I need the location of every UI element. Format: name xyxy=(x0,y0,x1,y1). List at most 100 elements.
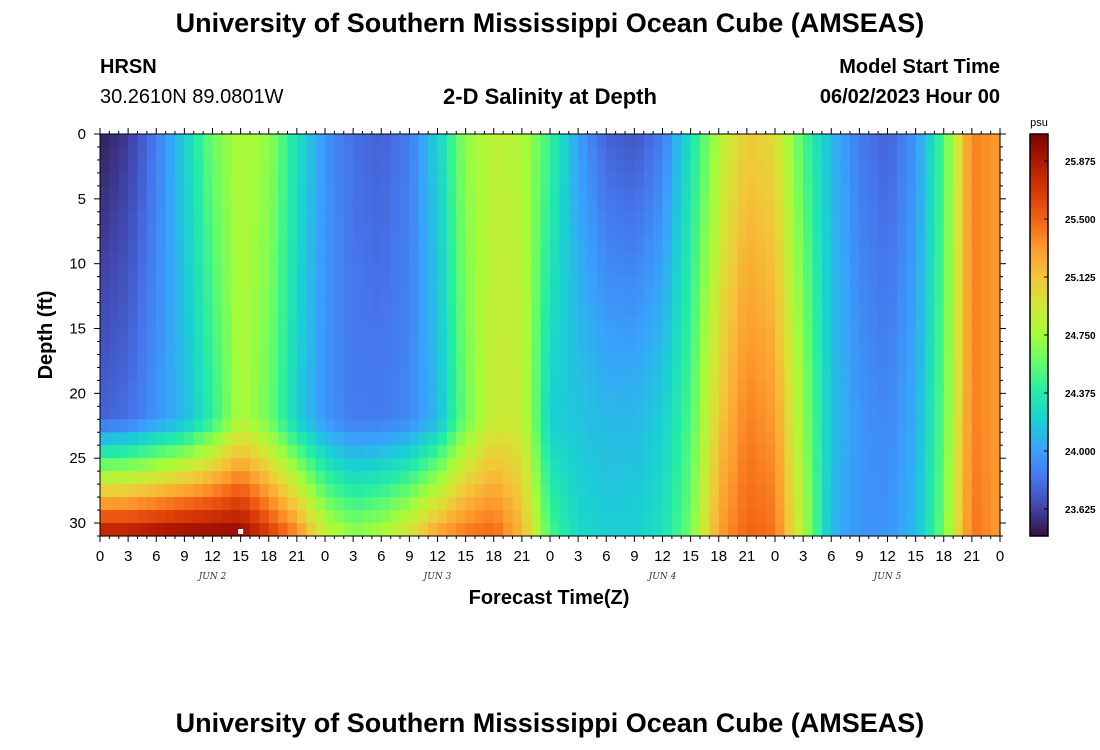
heatmap-cell xyxy=(371,458,382,472)
heatmap-cell xyxy=(690,445,701,459)
heatmap-cell xyxy=(362,497,373,511)
heatmap-cell xyxy=(934,159,945,174)
heatmap-cell xyxy=(306,328,317,343)
heatmap-cell xyxy=(718,380,729,394)
heatmap-cell xyxy=(193,497,204,511)
heatmap-cell xyxy=(606,172,617,187)
heatmap-cell xyxy=(784,380,795,394)
heatmap-cell xyxy=(325,134,335,148)
heatmap-cell xyxy=(850,406,860,420)
heatmap-cell xyxy=(428,419,439,433)
heatmap-cell xyxy=(325,458,335,472)
heatmap-cell xyxy=(212,419,223,433)
heatmap-cell xyxy=(671,432,682,446)
heatmap-cell xyxy=(971,250,982,265)
heatmap-cell xyxy=(334,523,345,537)
heatmap-cell xyxy=(437,445,448,459)
heatmap-cell xyxy=(231,134,242,148)
heatmap-cell xyxy=(390,211,401,226)
heatmap-cell xyxy=(868,523,879,537)
heatmap-cell xyxy=(503,134,514,148)
heatmap-cell xyxy=(221,419,232,433)
heatmap-cell xyxy=(681,250,692,265)
heatmap-cell xyxy=(953,432,964,446)
heatmap-cell xyxy=(746,302,757,317)
heatmap-cell xyxy=(325,289,335,304)
heatmap-cell xyxy=(962,328,973,343)
heatmap-cell xyxy=(334,341,345,356)
heatmap-cell xyxy=(343,393,354,407)
heatmap-cell xyxy=(915,250,926,265)
heatmap-cell xyxy=(118,432,129,446)
heatmap-cell xyxy=(803,302,814,317)
heatmap-cell xyxy=(700,146,710,161)
heatmap-cell xyxy=(315,419,326,433)
heatmap-cell xyxy=(690,497,701,511)
heatmap-cell xyxy=(259,367,270,381)
heatmap-cell xyxy=(296,367,307,381)
heatmap-cell xyxy=(221,445,232,459)
heatmap-cell xyxy=(231,159,242,174)
heatmap-cell xyxy=(334,432,345,446)
heatmap-cell xyxy=(156,134,167,148)
heatmap-cell xyxy=(437,237,448,252)
heatmap-cell xyxy=(287,458,298,472)
heatmap-cell xyxy=(315,263,326,278)
heatmap-cell xyxy=(831,432,842,446)
heatmap-cell xyxy=(943,406,954,420)
heatmap-cell xyxy=(146,406,157,420)
heatmap-cell xyxy=(400,224,410,239)
heatmap-cell xyxy=(859,393,870,407)
heatmap-cell xyxy=(690,263,701,278)
heatmap-cell xyxy=(625,367,635,381)
heatmap-cell xyxy=(831,497,842,511)
heatmap-cell xyxy=(118,445,129,459)
heatmap-cell xyxy=(718,341,729,356)
heatmap-cell xyxy=(109,134,120,148)
heatmap-cell xyxy=(118,185,129,200)
heatmap-cell xyxy=(596,134,607,148)
heatmap-cell xyxy=(465,185,476,200)
heatmap-cell xyxy=(934,523,945,537)
heatmap-cell xyxy=(512,315,523,330)
heatmap-cell xyxy=(596,393,607,407)
heatmap-cell xyxy=(859,172,870,187)
heatmap-cell xyxy=(156,172,167,187)
heatmap-cell xyxy=(475,471,485,485)
heatmap-cell xyxy=(784,445,795,459)
heatmap-cell xyxy=(100,134,110,148)
heatmap-cell xyxy=(625,432,635,446)
heatmap-cell xyxy=(625,484,635,498)
heatmap-cell xyxy=(296,211,307,226)
heatmap-cell xyxy=(793,471,804,485)
heatmap-cell xyxy=(353,146,364,161)
heatmap-cell xyxy=(156,302,167,317)
heatmap-cell xyxy=(184,289,195,304)
heatmap-cell xyxy=(803,328,814,343)
heatmap-cell xyxy=(962,380,973,394)
heatmap-cell xyxy=(793,341,804,356)
heatmap-cell xyxy=(193,406,204,420)
heatmap-cell xyxy=(550,380,560,394)
heatmap-cell xyxy=(690,523,701,537)
x-tick-label: 9 xyxy=(405,548,413,565)
heatmap-cell xyxy=(109,302,120,317)
heatmap-cell xyxy=(896,484,907,498)
heatmap-cell xyxy=(484,523,495,537)
heatmap-cell xyxy=(709,471,720,485)
heatmap-cell xyxy=(971,198,982,213)
colorbar-tick-label: 25.125 xyxy=(1065,273,1096,284)
heatmap-cell xyxy=(943,510,954,524)
heatmap-cell xyxy=(137,471,148,485)
heatmap-cell xyxy=(653,484,664,498)
heatmap-cell xyxy=(681,380,692,394)
x-tick-label: 9 xyxy=(180,548,188,565)
heatmap-cell xyxy=(681,146,692,161)
heatmap-cell xyxy=(400,276,410,291)
heatmap-cell xyxy=(831,523,842,537)
heatmap-cell xyxy=(784,185,795,200)
heatmap-cell xyxy=(503,367,514,381)
heatmap-cell xyxy=(868,302,879,317)
heatmap-cell xyxy=(878,172,889,187)
heatmap-cell xyxy=(878,393,889,407)
